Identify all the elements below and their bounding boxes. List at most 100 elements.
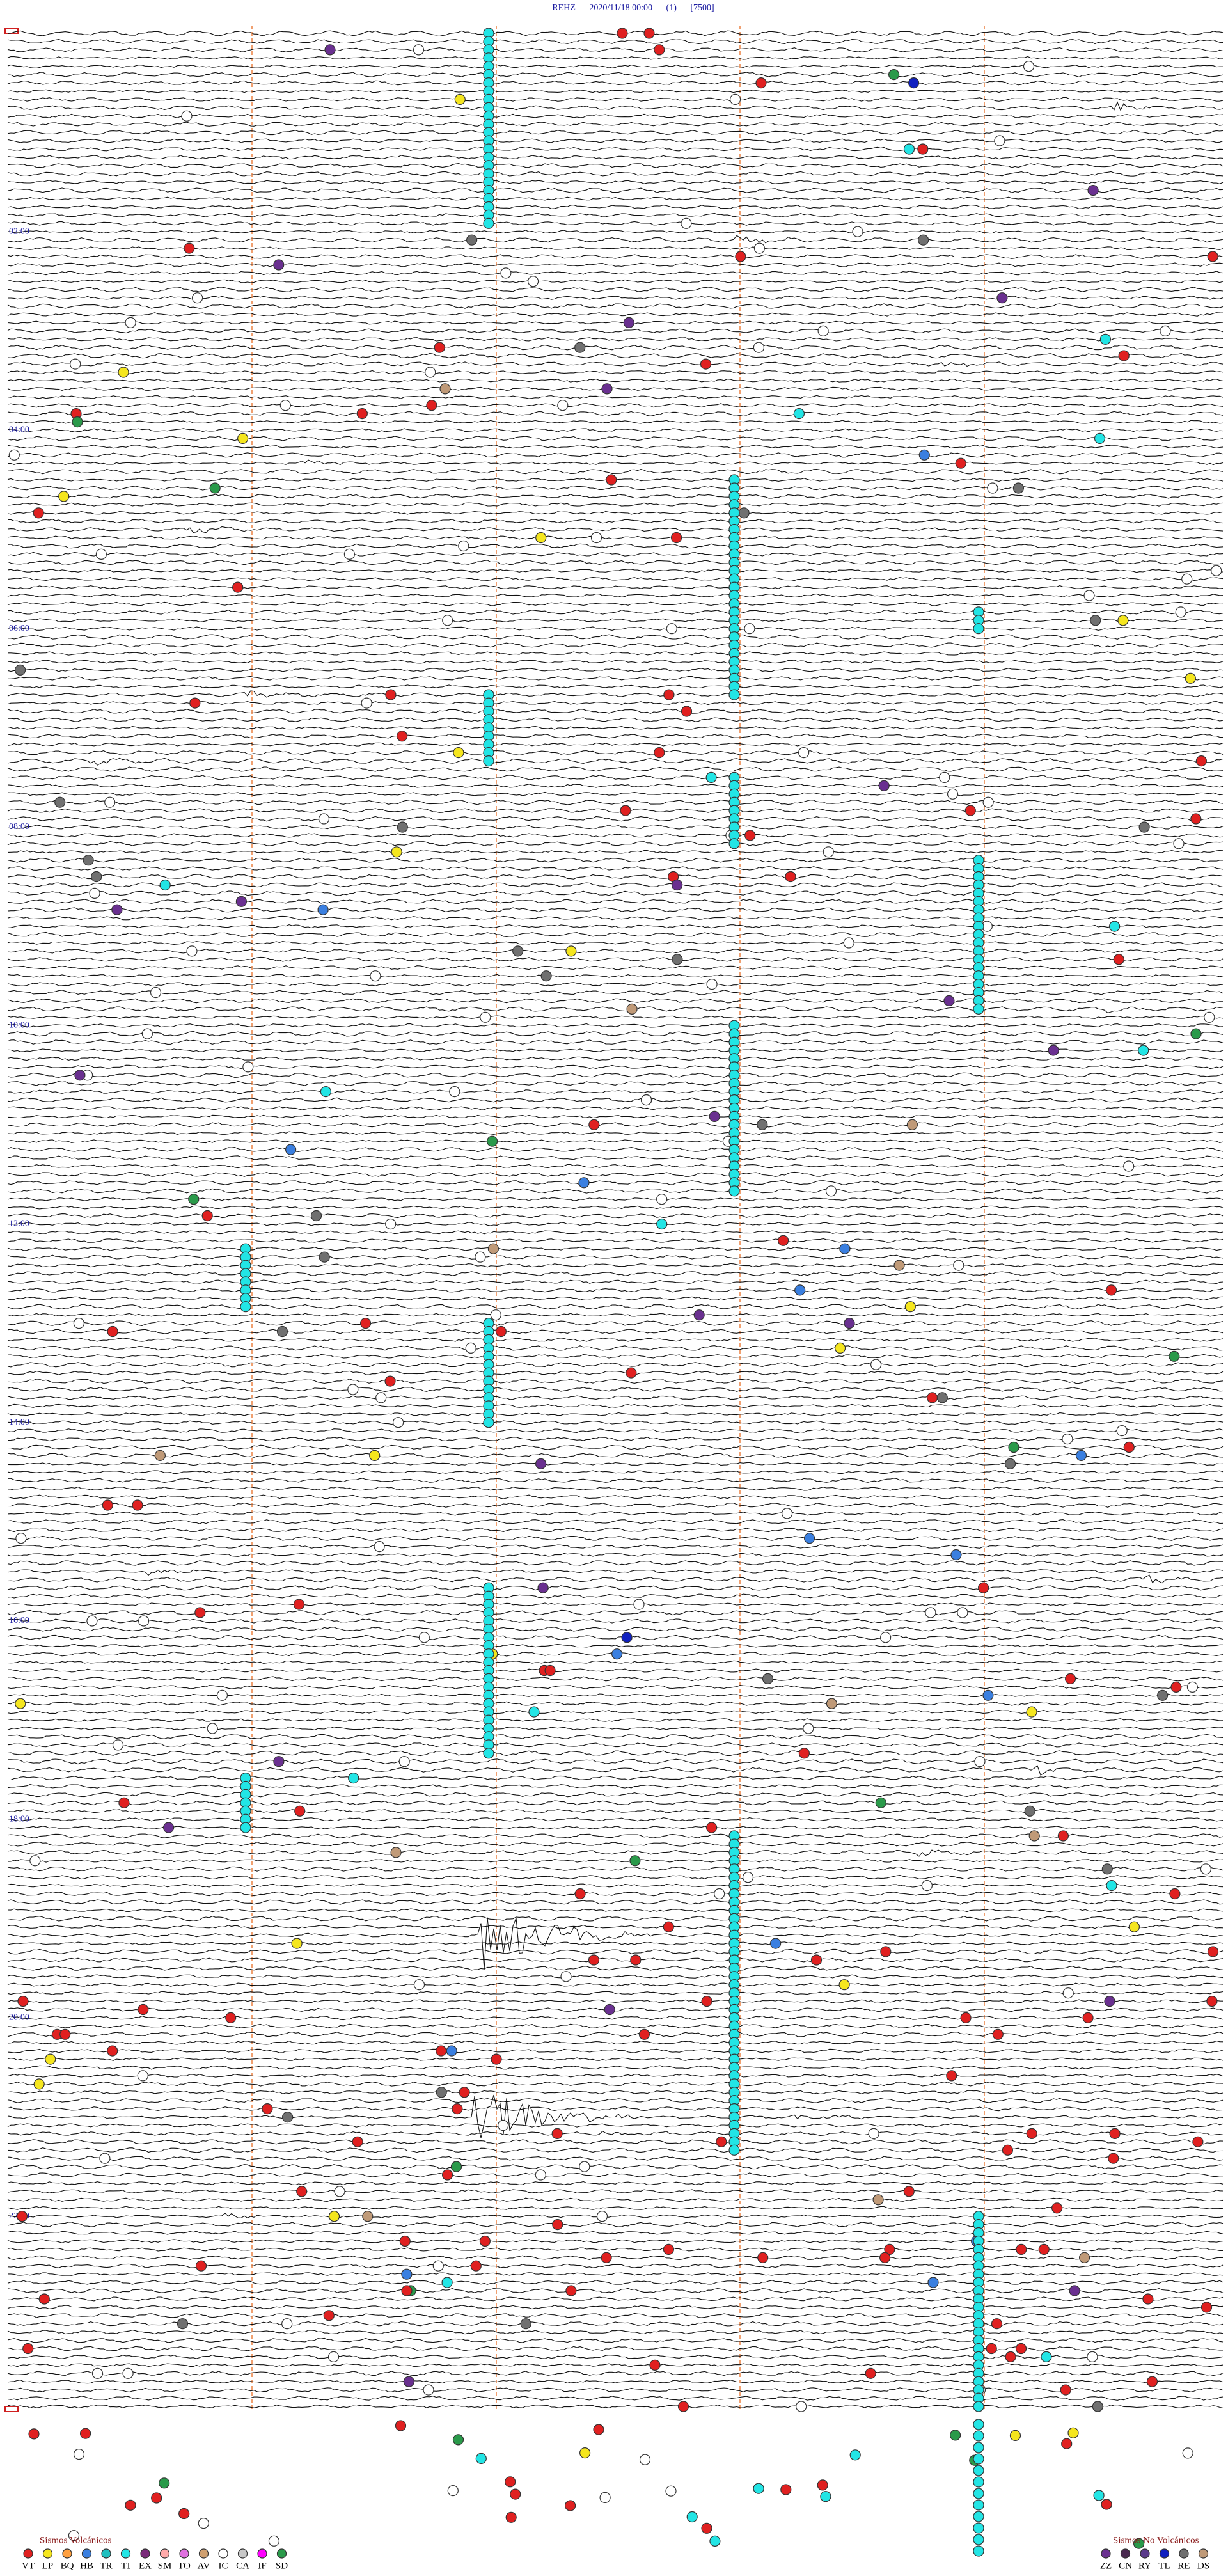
trace [7, 1618, 1224, 1624]
event-marker [1015, 2343, 1027, 2355]
event-marker [939, 771, 950, 784]
event-marker [154, 1450, 166, 1461]
legend-marker [198, 2548, 209, 2559]
event-marker [884, 2243, 895, 2255]
event-marker [1190, 813, 1202, 825]
event-marker [670, 532, 682, 544]
trace [7, 1875, 1224, 1880]
event-marker [184, 242, 195, 254]
event-marker [579, 2447, 591, 2459]
trace [7, 1784, 1224, 1789]
event-marker [209, 482, 221, 494]
legend-title: Sismos No Volcánicos [1113, 2535, 1199, 2545]
trace [7, 2296, 1224, 2302]
event-marker [1078, 2252, 1090, 2263]
event-marker [906, 1119, 918, 1130]
trace [7, 56, 1224, 60]
hour-label: 08:00 [9, 822, 29, 832]
event-marker [926, 1392, 938, 1403]
hour-label: 20:00 [9, 2013, 29, 2023]
event-marker [242, 1061, 254, 1073]
hour-label: 02:00 [9, 226, 29, 236]
legend-marker [1101, 2548, 1111, 2559]
trace [7, 2330, 1224, 2335]
event-marker [401, 2268, 413, 2280]
trace [7, 1048, 1224, 1052]
trace [7, 254, 1224, 259]
event-marker [626, 1003, 638, 1015]
event-marker [744, 623, 755, 635]
trace [7, 874, 1224, 880]
event-marker [91, 2367, 104, 2379]
legend-label: VT [22, 2561, 35, 2571]
trace [7, 1560, 1223, 1566]
event-marker [198, 2518, 209, 2529]
trace [7, 180, 1224, 184]
event-marker [1182, 2447, 1193, 2459]
event-marker [701, 2522, 712, 2534]
trace [7, 618, 1224, 623]
trace [7, 468, 1224, 475]
trace [7, 1006, 1224, 1014]
event-marker [486, 1135, 498, 1147]
trace [7, 2123, 1224, 2128]
trace [7, 1254, 1224, 1260]
trace [7, 1131, 1223, 1135]
trace [7, 1833, 1224, 1838]
trace [7, 1238, 1224, 1243]
event-marker [68, 2530, 80, 2541]
event-marker [8, 449, 20, 461]
event-marker [510, 2488, 521, 2500]
legend-label: IC [219, 2561, 228, 2571]
event-marker [973, 2401, 984, 2412]
event-marker [483, 755, 494, 767]
event-marker [681, 706, 693, 717]
trace [7, 80, 1224, 86]
event-marker [852, 226, 863, 237]
event-marker [475, 1251, 486, 1263]
event-marker [163, 1822, 175, 1833]
trace [7, 1444, 1224, 1450]
event-marker [500, 267, 512, 279]
event-marker [535, 2169, 546, 2181]
event-marker [1016, 2243, 1027, 2255]
trace [7, 2106, 1224, 2112]
trace [7, 1899, 1224, 1905]
trace [7, 998, 1223, 1004]
event-marker [714, 1888, 725, 1900]
trace [7, 2139, 1224, 2145]
event-marker [232, 581, 244, 593]
date: 2020/11/18 00:00 [589, 3, 652, 13]
event-marker [192, 292, 203, 304]
event-marker [432, 2260, 444, 2272]
event-marker [369, 1450, 381, 1461]
trace [7, 510, 1224, 515]
trace [7, 1792, 1224, 1798]
event-marker [590, 532, 602, 544]
event-marker [452, 2103, 463, 2115]
trace [7, 2346, 1224, 2351]
event-marker [138, 1615, 150, 1627]
event-marker [137, 2070, 148, 2082]
event-marker [384, 1375, 396, 1387]
event-marker [677, 2401, 689, 2412]
legend-title: Sismos Volcánicos [40, 2535, 112, 2545]
legend-marker [101, 2548, 111, 2559]
trace [7, 526, 1224, 533]
trace [7, 890, 1224, 896]
legend-marker [159, 2548, 170, 2559]
event-marker [370, 970, 381, 982]
event-marker [803, 1533, 815, 1544]
event-marker [491, 2053, 502, 2065]
legend-label: AV [198, 2561, 210, 2571]
trace [7, 38, 1224, 45]
trace [7, 2007, 1224, 2012]
trace [7, 279, 1224, 283]
trace [7, 361, 1224, 367]
trace [7, 1727, 1224, 1730]
trace [7, 1139, 1224, 1144]
event-marker [604, 2003, 615, 2016]
event-marker [826, 1698, 838, 1709]
event-marker [686, 2511, 698, 2523]
event-marker [512, 945, 524, 957]
